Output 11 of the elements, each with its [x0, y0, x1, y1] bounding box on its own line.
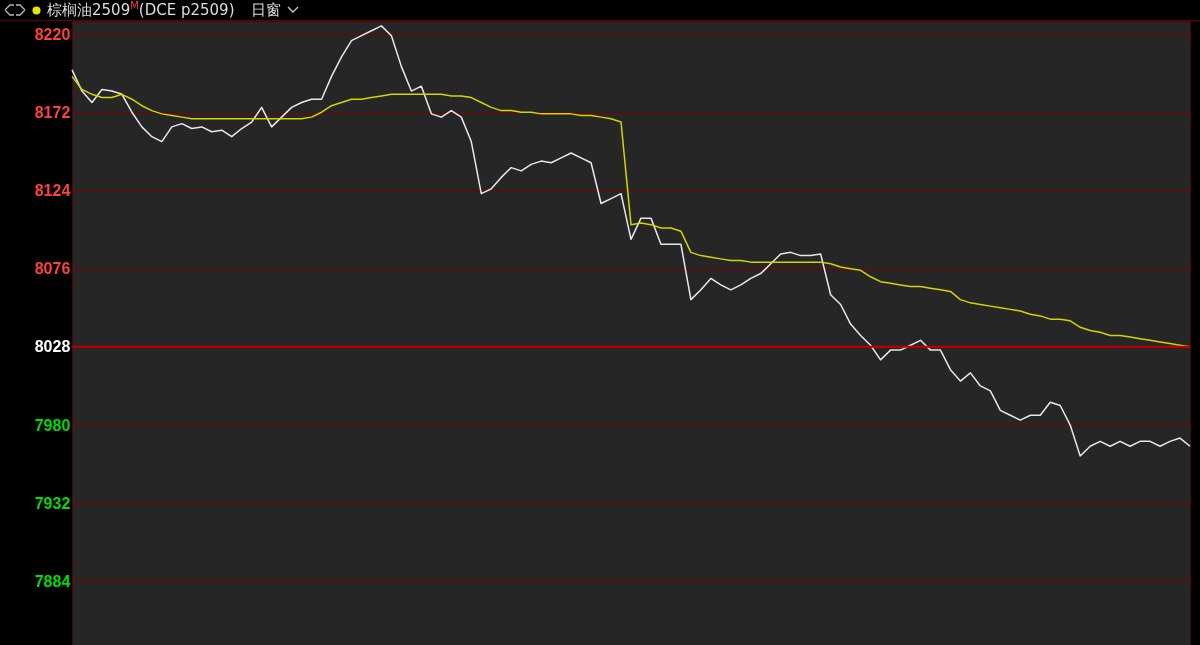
y-tick-label: 8220: [34, 25, 71, 43]
y-tick-label: 7932: [34, 494, 71, 512]
y-tick-label: 8076: [34, 260, 71, 278]
line-series: [71, 25, 1191, 457]
y-tick-label: 7980: [34, 416, 71, 434]
y-tick-label: 8172: [34, 103, 71, 121]
chart-title: 棕榈油2509$^{M}$(DCE p2509): [47, 0, 235, 20]
y-tick-label: 8028: [34, 338, 71, 356]
chart-subtitle: 日窗: [250, 0, 281, 20]
y-tick-label: 8124: [34, 181, 71, 199]
y-tick-label: 7884: [34, 572, 71, 590]
